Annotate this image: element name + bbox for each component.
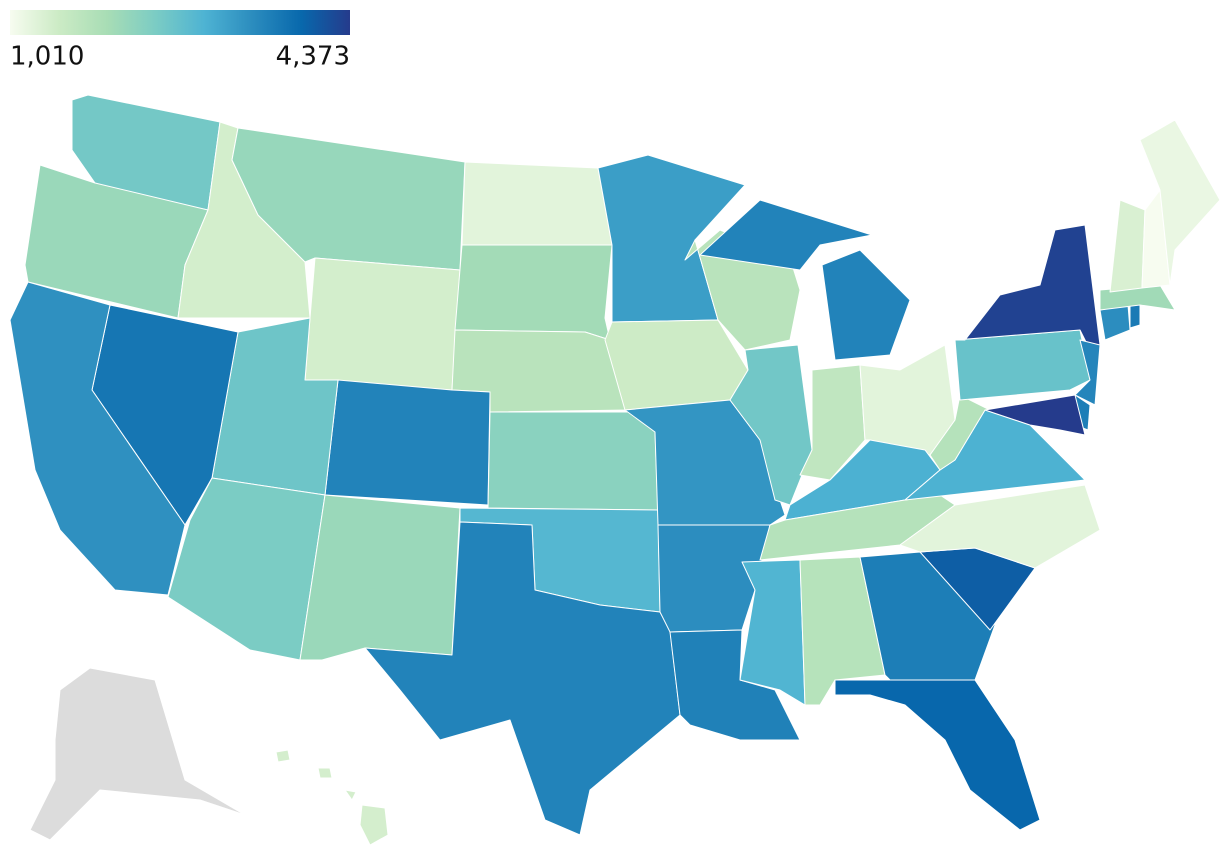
state [759, 494, 956, 561]
state [324, 379, 491, 506]
state [275, 749, 389, 846]
state [729, 344, 813, 506]
state [461, 161, 613, 246]
state [487, 411, 659, 511]
state [1074, 339, 1101, 406]
state [1129, 304, 1141, 329]
colorbar [10, 10, 350, 35]
state [29, 667, 246, 841]
state [984, 394, 1086, 436]
state [364, 521, 681, 836]
state [9, 281, 186, 596]
colorbar-tick-label: 1,010 [10, 42, 84, 72]
colorbar-tick-label: 4,373 [276, 42, 350, 72]
state [954, 329, 1091, 401]
state [669, 629, 801, 741]
state [304, 257, 461, 391]
state [699, 199, 911, 361]
state [834, 679, 1041, 831]
state [1099, 304, 1131, 341]
legend: 1,010 4,373 [10, 10, 350, 72]
state [899, 484, 1101, 569]
state [1139, 119, 1220, 286]
state [859, 344, 956, 456]
state [1109, 199, 1146, 293]
state [954, 224, 1101, 351]
state [604, 319, 749, 411]
state [454, 244, 613, 341]
states [9, 94, 1220, 846]
state [299, 494, 461, 661]
